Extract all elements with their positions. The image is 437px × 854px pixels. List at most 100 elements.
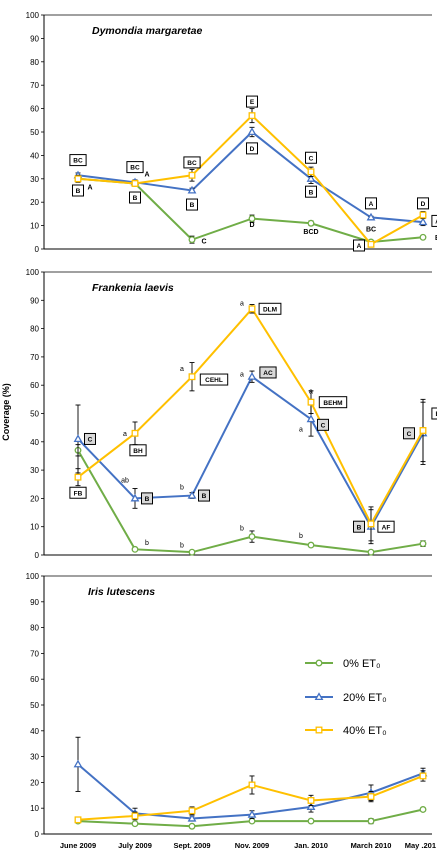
y-tick-label: 70 bbox=[30, 81, 39, 90]
data-point bbox=[248, 112, 256, 120]
svg-text:BC: BC bbox=[187, 160, 197, 167]
data-point bbox=[131, 429, 139, 437]
svg-text:BC: BC bbox=[73, 158, 83, 165]
svg-text:a: a bbox=[123, 431, 127, 438]
significance-letter: b bbox=[180, 485, 184, 492]
significance-box: BC bbox=[126, 161, 144, 174]
legend-entry-20pct: 20% ET₀ bbox=[305, 692, 387, 704]
x-tick-label: Nov. 2009 bbox=[235, 841, 269, 850]
svg-text:A: A bbox=[144, 172, 149, 179]
svg-text:A: A bbox=[357, 243, 362, 250]
significance-letter: b bbox=[299, 533, 303, 540]
data-point bbox=[307, 541, 315, 549]
data-point bbox=[306, 802, 316, 810]
data-point bbox=[131, 812, 139, 820]
data-point bbox=[188, 171, 196, 179]
legend-label: 20% ET₀ bbox=[343, 692, 387, 704]
data-point bbox=[188, 373, 196, 381]
legend-label: 0% ET₀ bbox=[343, 658, 381, 670]
data-point bbox=[188, 822, 196, 830]
svg-text:B: B bbox=[76, 188, 81, 195]
svg-text:a: a bbox=[309, 388, 313, 395]
data-point bbox=[367, 793, 375, 801]
data-point bbox=[307, 168, 315, 176]
data-point bbox=[306, 414, 316, 423]
data-point bbox=[247, 371, 257, 380]
svg-text:AC: AC bbox=[435, 219, 437, 226]
x-tick-label: March 2010 bbox=[351, 841, 392, 850]
x-tick-label: July 2009 bbox=[118, 841, 152, 850]
svg-text:b: b bbox=[180, 485, 184, 492]
data-point bbox=[367, 520, 375, 528]
svg-text:B: B bbox=[145, 496, 150, 503]
y-tick-label: 90 bbox=[30, 296, 39, 305]
x-tick-label: Jan. 2010 bbox=[294, 841, 328, 850]
svg-text:CEHL: CEHL bbox=[205, 377, 223, 384]
legend-entry-40pct: 40% ET₀ bbox=[305, 725, 387, 737]
svg-text:B: B bbox=[309, 189, 314, 196]
significance-box: E bbox=[246, 95, 258, 108]
svg-text:B: B bbox=[133, 195, 138, 202]
data-point bbox=[367, 240, 375, 248]
y-tick-label: 50 bbox=[30, 410, 39, 419]
significance-box: BC bbox=[69, 154, 87, 167]
svg-text:a: a bbox=[240, 371, 244, 378]
y-tick-label: 20 bbox=[30, 778, 39, 787]
significance-box: BH bbox=[129, 444, 147, 457]
data-point bbox=[131, 820, 139, 828]
series-20pct bbox=[73, 736, 428, 822]
data-point bbox=[307, 797, 315, 804]
data-point bbox=[188, 236, 196, 244]
data-point bbox=[248, 817, 256, 825]
series-40pct bbox=[74, 304, 427, 542]
legend-marker bbox=[314, 692, 324, 701]
y-tick-label: 0 bbox=[35, 551, 40, 560]
y-tick-label: 60 bbox=[30, 675, 39, 684]
chart-panel-2: 0 10 20 30 40 50 60 70 80 90 100 Frankenia laevis C F… bbox=[26, 268, 437, 560]
svg-text:BC: BC bbox=[435, 235, 437, 242]
x-tick-label: June 2009 bbox=[60, 841, 96, 850]
svg-text:C: C bbox=[407, 431, 412, 438]
svg-text:a: a bbox=[180, 366, 184, 373]
data-point bbox=[73, 434, 83, 443]
y-tick-label: 80 bbox=[30, 325, 39, 334]
svg-text:b: b bbox=[180, 543, 184, 550]
significance-box: C bbox=[84, 432, 96, 445]
data-point bbox=[367, 817, 375, 825]
y-tick-label: 60 bbox=[30, 381, 39, 390]
x-tick-label: May .201 bbox=[405, 841, 436, 850]
svg-text:E: E bbox=[250, 99, 255, 106]
series-0pct bbox=[74, 175, 427, 246]
significance-box: FB bbox=[69, 486, 87, 499]
svg-text:D: D bbox=[421, 201, 426, 208]
data-point bbox=[73, 759, 83, 768]
y-tick-label: 30 bbox=[30, 175, 39, 184]
significance-letter: A bbox=[87, 185, 92, 192]
y-tick-label: 30 bbox=[30, 466, 39, 475]
significance-box: D bbox=[417, 197, 429, 210]
data-point bbox=[419, 233, 427, 241]
data-point bbox=[248, 533, 256, 541]
svg-text:A: A bbox=[87, 185, 92, 192]
significance-letter: BCD bbox=[303, 229, 318, 236]
legend-entry-0pct: 0% ET₀ bbox=[305, 658, 381, 670]
significance-box: C bbox=[403, 427, 415, 440]
data-point bbox=[74, 816, 82, 824]
y-tick-label: 10 bbox=[30, 804, 39, 813]
data-point bbox=[419, 806, 427, 813]
data-point bbox=[418, 217, 428, 226]
svg-text:b: b bbox=[240, 526, 244, 533]
significance-box: B bbox=[72, 184, 84, 197]
data-point bbox=[187, 813, 197, 822]
svg-text:BCD: BCD bbox=[303, 229, 318, 236]
series-40pct bbox=[74, 770, 427, 824]
svg-text:AC: AC bbox=[263, 370, 273, 377]
significance-box: DLM bbox=[258, 302, 282, 315]
svg-text:BH: BH bbox=[133, 448, 143, 455]
y-tick-label: 80 bbox=[30, 58, 39, 67]
svg-text:BEHM: BEHM bbox=[323, 400, 342, 407]
svg-text:A: A bbox=[369, 201, 374, 208]
significance-letter: C bbox=[201, 238, 206, 245]
svg-text:B: B bbox=[190, 202, 195, 209]
data-point bbox=[131, 180, 139, 187]
